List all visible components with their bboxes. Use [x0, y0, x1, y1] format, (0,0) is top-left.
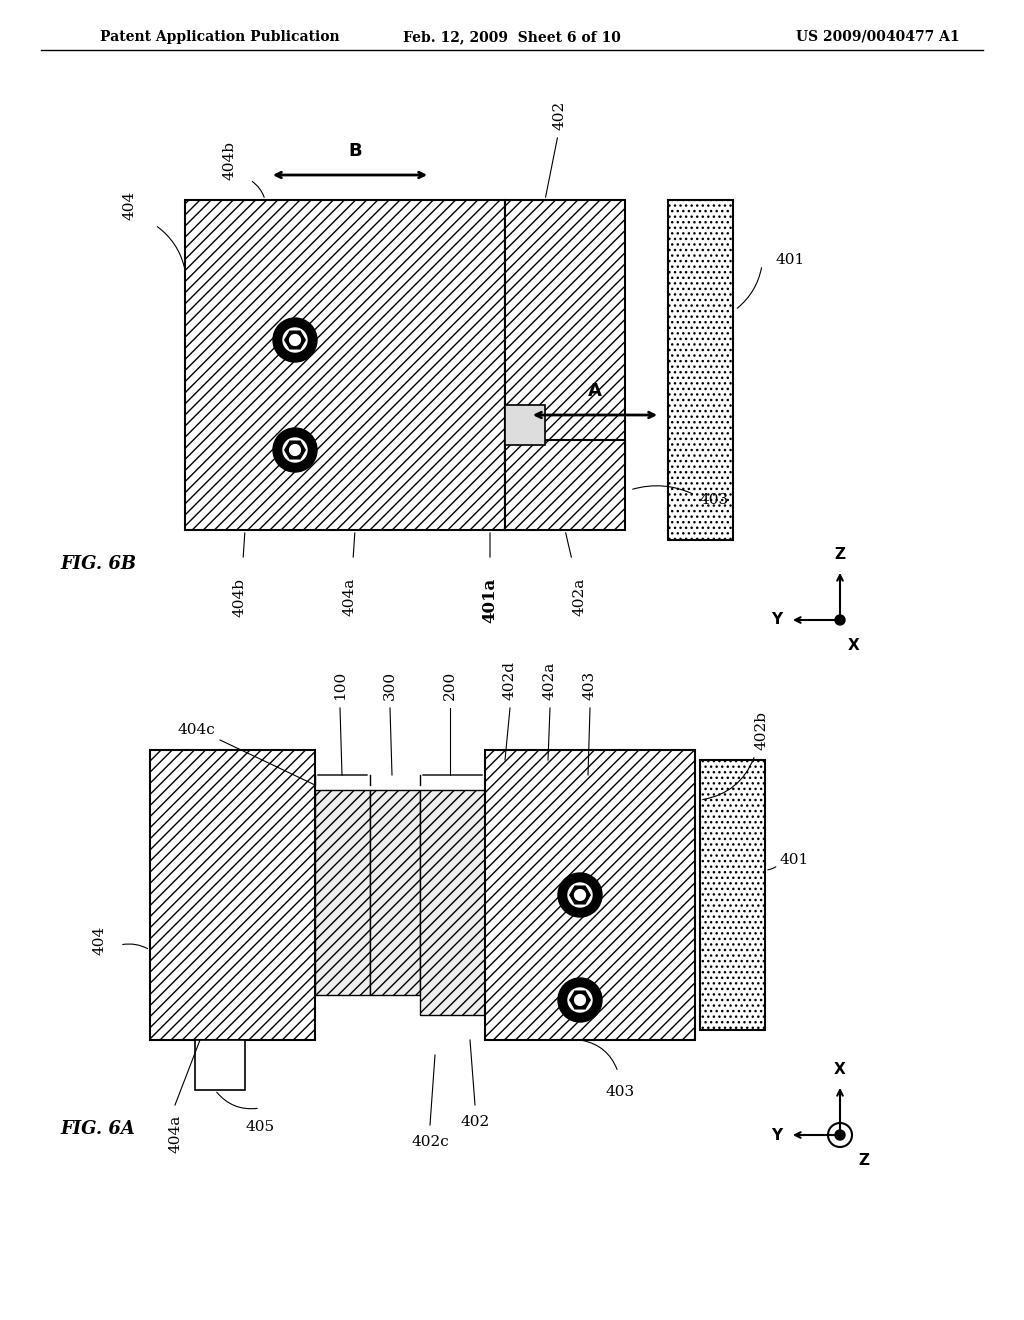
Bar — [668, 201, 733, 540]
Text: A: A — [588, 381, 602, 400]
Text: 300: 300 — [383, 671, 397, 700]
Text: 403: 403 — [700, 492, 729, 507]
Bar — [185, 201, 505, 531]
Text: 405: 405 — [246, 1119, 274, 1134]
Circle shape — [558, 978, 602, 1022]
Circle shape — [574, 994, 586, 1006]
Circle shape — [273, 428, 317, 473]
Bar — [505, 201, 625, 465]
Bar — [370, 789, 420, 995]
Text: Z: Z — [835, 546, 846, 562]
Text: 402: 402 — [461, 1115, 489, 1129]
Circle shape — [290, 445, 300, 455]
Circle shape — [283, 438, 307, 462]
Text: 403: 403 — [583, 671, 597, 700]
Text: 403: 403 — [605, 1085, 635, 1100]
Text: FIG. 6B: FIG. 6B — [60, 554, 136, 573]
Text: 100: 100 — [333, 671, 347, 700]
Text: 402d: 402d — [503, 661, 517, 700]
Text: 401a: 401a — [481, 578, 499, 623]
Bar — [195, 1040, 245, 1090]
Circle shape — [273, 318, 317, 362]
Text: Patent Application Publication: Patent Application Publication — [100, 30, 340, 44]
Text: 404a: 404a — [343, 578, 357, 616]
Bar — [420, 789, 485, 1015]
Text: 402a: 402a — [543, 661, 557, 700]
Polygon shape — [285, 441, 305, 459]
Text: 404b: 404b — [223, 140, 237, 180]
Bar — [150, 750, 315, 1040]
Text: Y: Y — [771, 1127, 782, 1143]
Bar — [505, 440, 625, 531]
Text: 401: 401 — [775, 253, 804, 267]
Text: 200: 200 — [443, 671, 457, 700]
Text: X: X — [848, 638, 860, 653]
Text: 404: 404 — [93, 925, 106, 954]
Circle shape — [574, 890, 586, 900]
Circle shape — [568, 987, 592, 1012]
Text: 404b: 404b — [233, 578, 247, 616]
Bar — [315, 789, 370, 995]
Circle shape — [568, 883, 592, 907]
Text: US 2009/0040477 A1: US 2009/0040477 A1 — [797, 30, 961, 44]
Bar — [700, 760, 765, 1030]
Text: 404c: 404c — [177, 723, 215, 737]
Text: 401: 401 — [780, 853, 809, 867]
Polygon shape — [569, 886, 590, 904]
Circle shape — [283, 327, 307, 352]
Polygon shape — [569, 991, 590, 1008]
Text: X: X — [835, 1063, 846, 1077]
Polygon shape — [285, 331, 305, 348]
Text: 402c: 402c — [411, 1135, 449, 1148]
Text: Feb. 12, 2009  Sheet 6 of 10: Feb. 12, 2009 Sheet 6 of 10 — [403, 30, 621, 44]
Text: FIG. 6A: FIG. 6A — [60, 1119, 135, 1138]
Text: 402: 402 — [553, 100, 567, 129]
Text: 402b: 402b — [755, 710, 769, 750]
Circle shape — [290, 334, 300, 346]
Circle shape — [558, 873, 602, 917]
Circle shape — [835, 1130, 845, 1140]
Text: Y: Y — [771, 612, 782, 627]
Bar — [485, 750, 695, 1040]
Circle shape — [835, 615, 845, 624]
Text: 404: 404 — [123, 190, 137, 219]
Text: 404a: 404a — [168, 1115, 182, 1154]
Text: Z: Z — [858, 1152, 869, 1168]
Text: B: B — [348, 143, 361, 160]
Text: 402a: 402a — [573, 578, 587, 616]
Bar — [505, 405, 545, 445]
